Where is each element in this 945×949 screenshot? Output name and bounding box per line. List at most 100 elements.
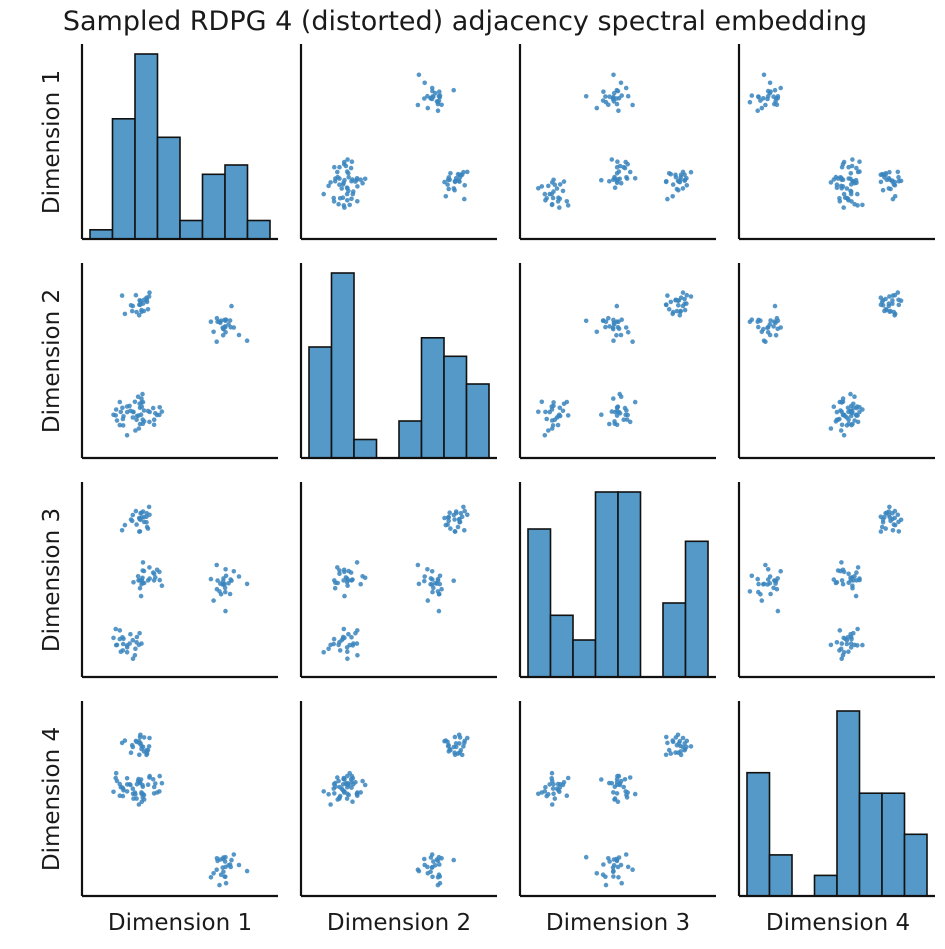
scatter-point bbox=[850, 421, 855, 427]
scatter-point bbox=[678, 308, 683, 314]
scatter-point bbox=[682, 177, 688, 183]
scatter-point bbox=[435, 108, 441, 113]
scatter-point bbox=[153, 575, 158, 580]
scatter-point bbox=[848, 391, 853, 397]
scatter-point bbox=[114, 778, 120, 784]
scatter-point bbox=[349, 635, 354, 640]
scatter-point bbox=[619, 317, 624, 323]
scatter-point bbox=[244, 868, 250, 874]
scatter-point bbox=[611, 90, 617, 96]
scatter-point bbox=[130, 637, 136, 643]
scatter-point bbox=[857, 159, 862, 164]
scatter-point bbox=[758, 98, 763, 103]
scatter-point bbox=[136, 426, 142, 431]
scatter-point bbox=[453, 741, 459, 746]
histogram-bar bbox=[527, 528, 552, 678]
panel-r4-c1 bbox=[80, 701, 278, 898]
scatter-point bbox=[771, 324, 776, 329]
scatter-point bbox=[615, 799, 621, 804]
scatter-point bbox=[616, 95, 622, 101]
scatter-point bbox=[223, 567, 228, 572]
scatter-point bbox=[422, 80, 428, 86]
scatter-point bbox=[229, 857, 234, 863]
scatter-point bbox=[775, 326, 780, 332]
scatter-point bbox=[565, 203, 571, 208]
scatter-point bbox=[688, 294, 694, 299]
scatter-point bbox=[333, 784, 338, 790]
scatter-point bbox=[343, 163, 349, 169]
scatter-point bbox=[134, 522, 139, 527]
scatter-point bbox=[461, 504, 466, 510]
scatter-point bbox=[139, 641, 144, 646]
scatter-point bbox=[603, 882, 609, 888]
scatter-point bbox=[617, 411, 623, 416]
scatter-point bbox=[157, 405, 162, 410]
scatter-point bbox=[131, 796, 136, 801]
scatter-point bbox=[349, 773, 355, 779]
histogram-bar bbox=[111, 118, 136, 240]
scatter-point bbox=[437, 573, 443, 579]
scatter-point bbox=[137, 529, 142, 534]
scatter-point bbox=[684, 292, 690, 298]
scatter-point bbox=[617, 163, 623, 169]
scatter-point bbox=[838, 568, 843, 574]
scatter-point bbox=[852, 418, 857, 423]
scatter-point bbox=[451, 857, 457, 863]
scatter-point bbox=[114, 418, 120, 423]
scatter-point bbox=[145, 782, 151, 787]
scatter-point bbox=[778, 569, 783, 574]
scatter-point bbox=[673, 750, 678, 755]
scatter-point bbox=[549, 802, 555, 807]
scatter-point bbox=[451, 87, 457, 93]
scatter-point bbox=[124, 650, 130, 655]
scatter-point bbox=[663, 752, 669, 758]
histogram-bar bbox=[549, 614, 574, 678]
scatter-point bbox=[337, 164, 342, 170]
scatter-point bbox=[328, 180, 333, 185]
histogram-bar bbox=[617, 491, 642, 678]
scatter-point bbox=[557, 789, 562, 795]
scatter-point bbox=[446, 514, 452, 520]
scatter-point bbox=[132, 399, 138, 405]
scatter-point bbox=[682, 301, 687, 307]
scatter-point bbox=[676, 303, 681, 308]
scatter-point bbox=[772, 578, 778, 583]
scatter-point bbox=[355, 184, 360, 189]
scatter-point bbox=[346, 568, 352, 574]
scatter-point bbox=[462, 508, 468, 514]
scatter-point bbox=[560, 408, 566, 414]
scatter-point bbox=[551, 403, 556, 409]
scatter-point bbox=[852, 642, 857, 648]
scatter-point bbox=[137, 298, 142, 303]
scatter-point bbox=[828, 426, 834, 431]
scatter-point bbox=[857, 405, 862, 410]
scatter-point bbox=[549, 778, 555, 784]
scatter-point bbox=[236, 332, 242, 338]
scatter-point bbox=[337, 571, 342, 577]
scatter-point bbox=[147, 773, 152, 779]
histogram-bar bbox=[179, 219, 204, 240]
scatter-point bbox=[860, 202, 865, 208]
scatter-point bbox=[431, 585, 436, 591]
scatter-point bbox=[448, 526, 453, 531]
scatter-point bbox=[341, 626, 347, 632]
scatter-point bbox=[609, 780, 615, 786]
x-axis-label-dimension-1: Dimension 1 bbox=[107, 910, 253, 936]
scatter-point bbox=[763, 102, 768, 108]
scatter-point bbox=[883, 526, 888, 531]
scatter-point bbox=[437, 89, 442, 94]
scatter-point bbox=[879, 171, 885, 177]
scatter-point bbox=[854, 570, 859, 575]
scatter-point bbox=[218, 872, 224, 877]
scatter-point bbox=[759, 598, 765, 603]
scatter-point bbox=[124, 789, 130, 794]
scatter-point bbox=[749, 93, 755, 98]
scatter-point bbox=[151, 422, 157, 428]
scatter-point bbox=[147, 565, 152, 570]
scatter-point bbox=[132, 653, 138, 658]
scatter-point bbox=[134, 417, 139, 423]
histogram-bar bbox=[836, 710, 861, 897]
scatter-point bbox=[583, 94, 589, 99]
scatter-point bbox=[332, 791, 337, 796]
scatter-point bbox=[618, 778, 624, 784]
